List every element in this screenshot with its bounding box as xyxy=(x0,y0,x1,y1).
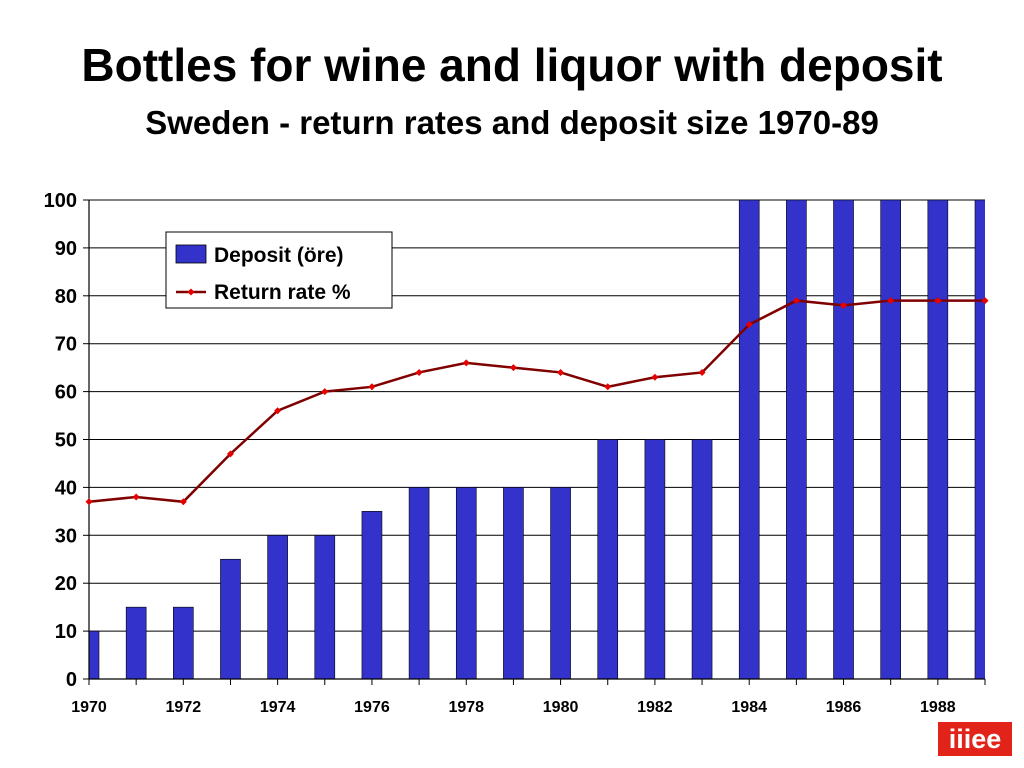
x-tick-label: 1978 xyxy=(448,699,484,716)
deposit-bar xyxy=(644,439,666,679)
return-rate-point xyxy=(179,498,187,506)
deposit-bar xyxy=(738,199,760,679)
return-rate-point xyxy=(840,301,848,309)
x-tick-label: 1974 xyxy=(260,699,296,716)
legend-label-deposit: Deposit (öre) xyxy=(214,244,344,267)
y-tick-label: 80 xyxy=(55,286,77,308)
x-tick-label: 1982 xyxy=(637,699,673,716)
y-tick-label: 0 xyxy=(66,669,77,691)
deposit-bar xyxy=(89,630,100,679)
return-rate-point xyxy=(509,364,517,372)
y-tick-label: 60 xyxy=(55,382,77,404)
return-rate-point xyxy=(321,388,329,396)
legend-box xyxy=(165,231,393,309)
deposit-bar xyxy=(314,534,336,679)
y-tick-label: 20 xyxy=(55,573,77,595)
deposit-bar xyxy=(927,199,949,679)
return-rate-point xyxy=(934,297,942,305)
return-rate-point xyxy=(604,383,612,391)
deposit-bar xyxy=(880,199,901,679)
x-tick-label: 1986 xyxy=(826,699,862,716)
return-rate-point xyxy=(462,359,470,367)
legend-marker-return-rate xyxy=(187,288,195,296)
iiiee-logo: iiiee xyxy=(938,722,1012,756)
chart-subtitle: Sweden - return rates and deposit size 1… xyxy=(145,104,879,141)
deposit-bar xyxy=(833,199,854,679)
deposit-bar xyxy=(173,606,194,679)
legend-label-return-rate: Return rate % xyxy=(214,281,351,304)
deposit-bar xyxy=(361,511,383,679)
x-tick-label: 1972 xyxy=(166,699,202,716)
return-rate-line xyxy=(88,299,985,504)
deposit-bar xyxy=(503,487,524,679)
return-rate-point xyxy=(792,297,800,305)
x-tick-label: 1984 xyxy=(731,699,767,716)
return-rate-point xyxy=(415,368,423,376)
y-tick-label: 30 xyxy=(55,525,77,547)
y-tick-label: 50 xyxy=(55,430,77,452)
deposit-bar xyxy=(220,558,241,679)
deposit-bar xyxy=(408,487,430,679)
deposit-bar xyxy=(974,199,985,679)
return-rate-point xyxy=(132,493,140,501)
return-rate-point xyxy=(85,498,93,506)
y-tick-label: 40 xyxy=(55,477,77,499)
deposit-bar xyxy=(786,199,807,679)
deposit-bar xyxy=(125,606,147,679)
return-rate-point xyxy=(557,368,565,376)
return-rate-point xyxy=(887,297,895,305)
return-rate-point xyxy=(368,383,376,391)
deposit-bar xyxy=(550,487,571,679)
deposit-bar xyxy=(691,439,713,679)
deposit-bar xyxy=(267,534,288,679)
chart-title: Bottles for wine and liquor with deposit xyxy=(81,39,943,91)
legend-swatch-deposit xyxy=(175,244,207,264)
return-rate-point xyxy=(698,368,706,376)
x-tick-label: 1970 xyxy=(71,699,107,716)
return-rate-point xyxy=(981,297,989,305)
deposit-bar xyxy=(455,487,477,679)
x-tick-label: 1976 xyxy=(354,699,390,716)
return-rate-point xyxy=(651,373,659,381)
return-rate-point xyxy=(274,407,282,415)
x-tick-label: 1988 xyxy=(920,699,956,716)
y-tick-label: 90 xyxy=(55,238,77,260)
return-rate-point xyxy=(226,450,234,458)
return-rate-point xyxy=(745,321,753,329)
y-tick-label: 100 xyxy=(44,190,77,212)
deposit-bar xyxy=(597,439,619,679)
y-tick-label: 10 xyxy=(55,621,77,643)
x-tick-label: 1980 xyxy=(543,699,579,716)
y-tick-label: 70 xyxy=(55,334,77,356)
